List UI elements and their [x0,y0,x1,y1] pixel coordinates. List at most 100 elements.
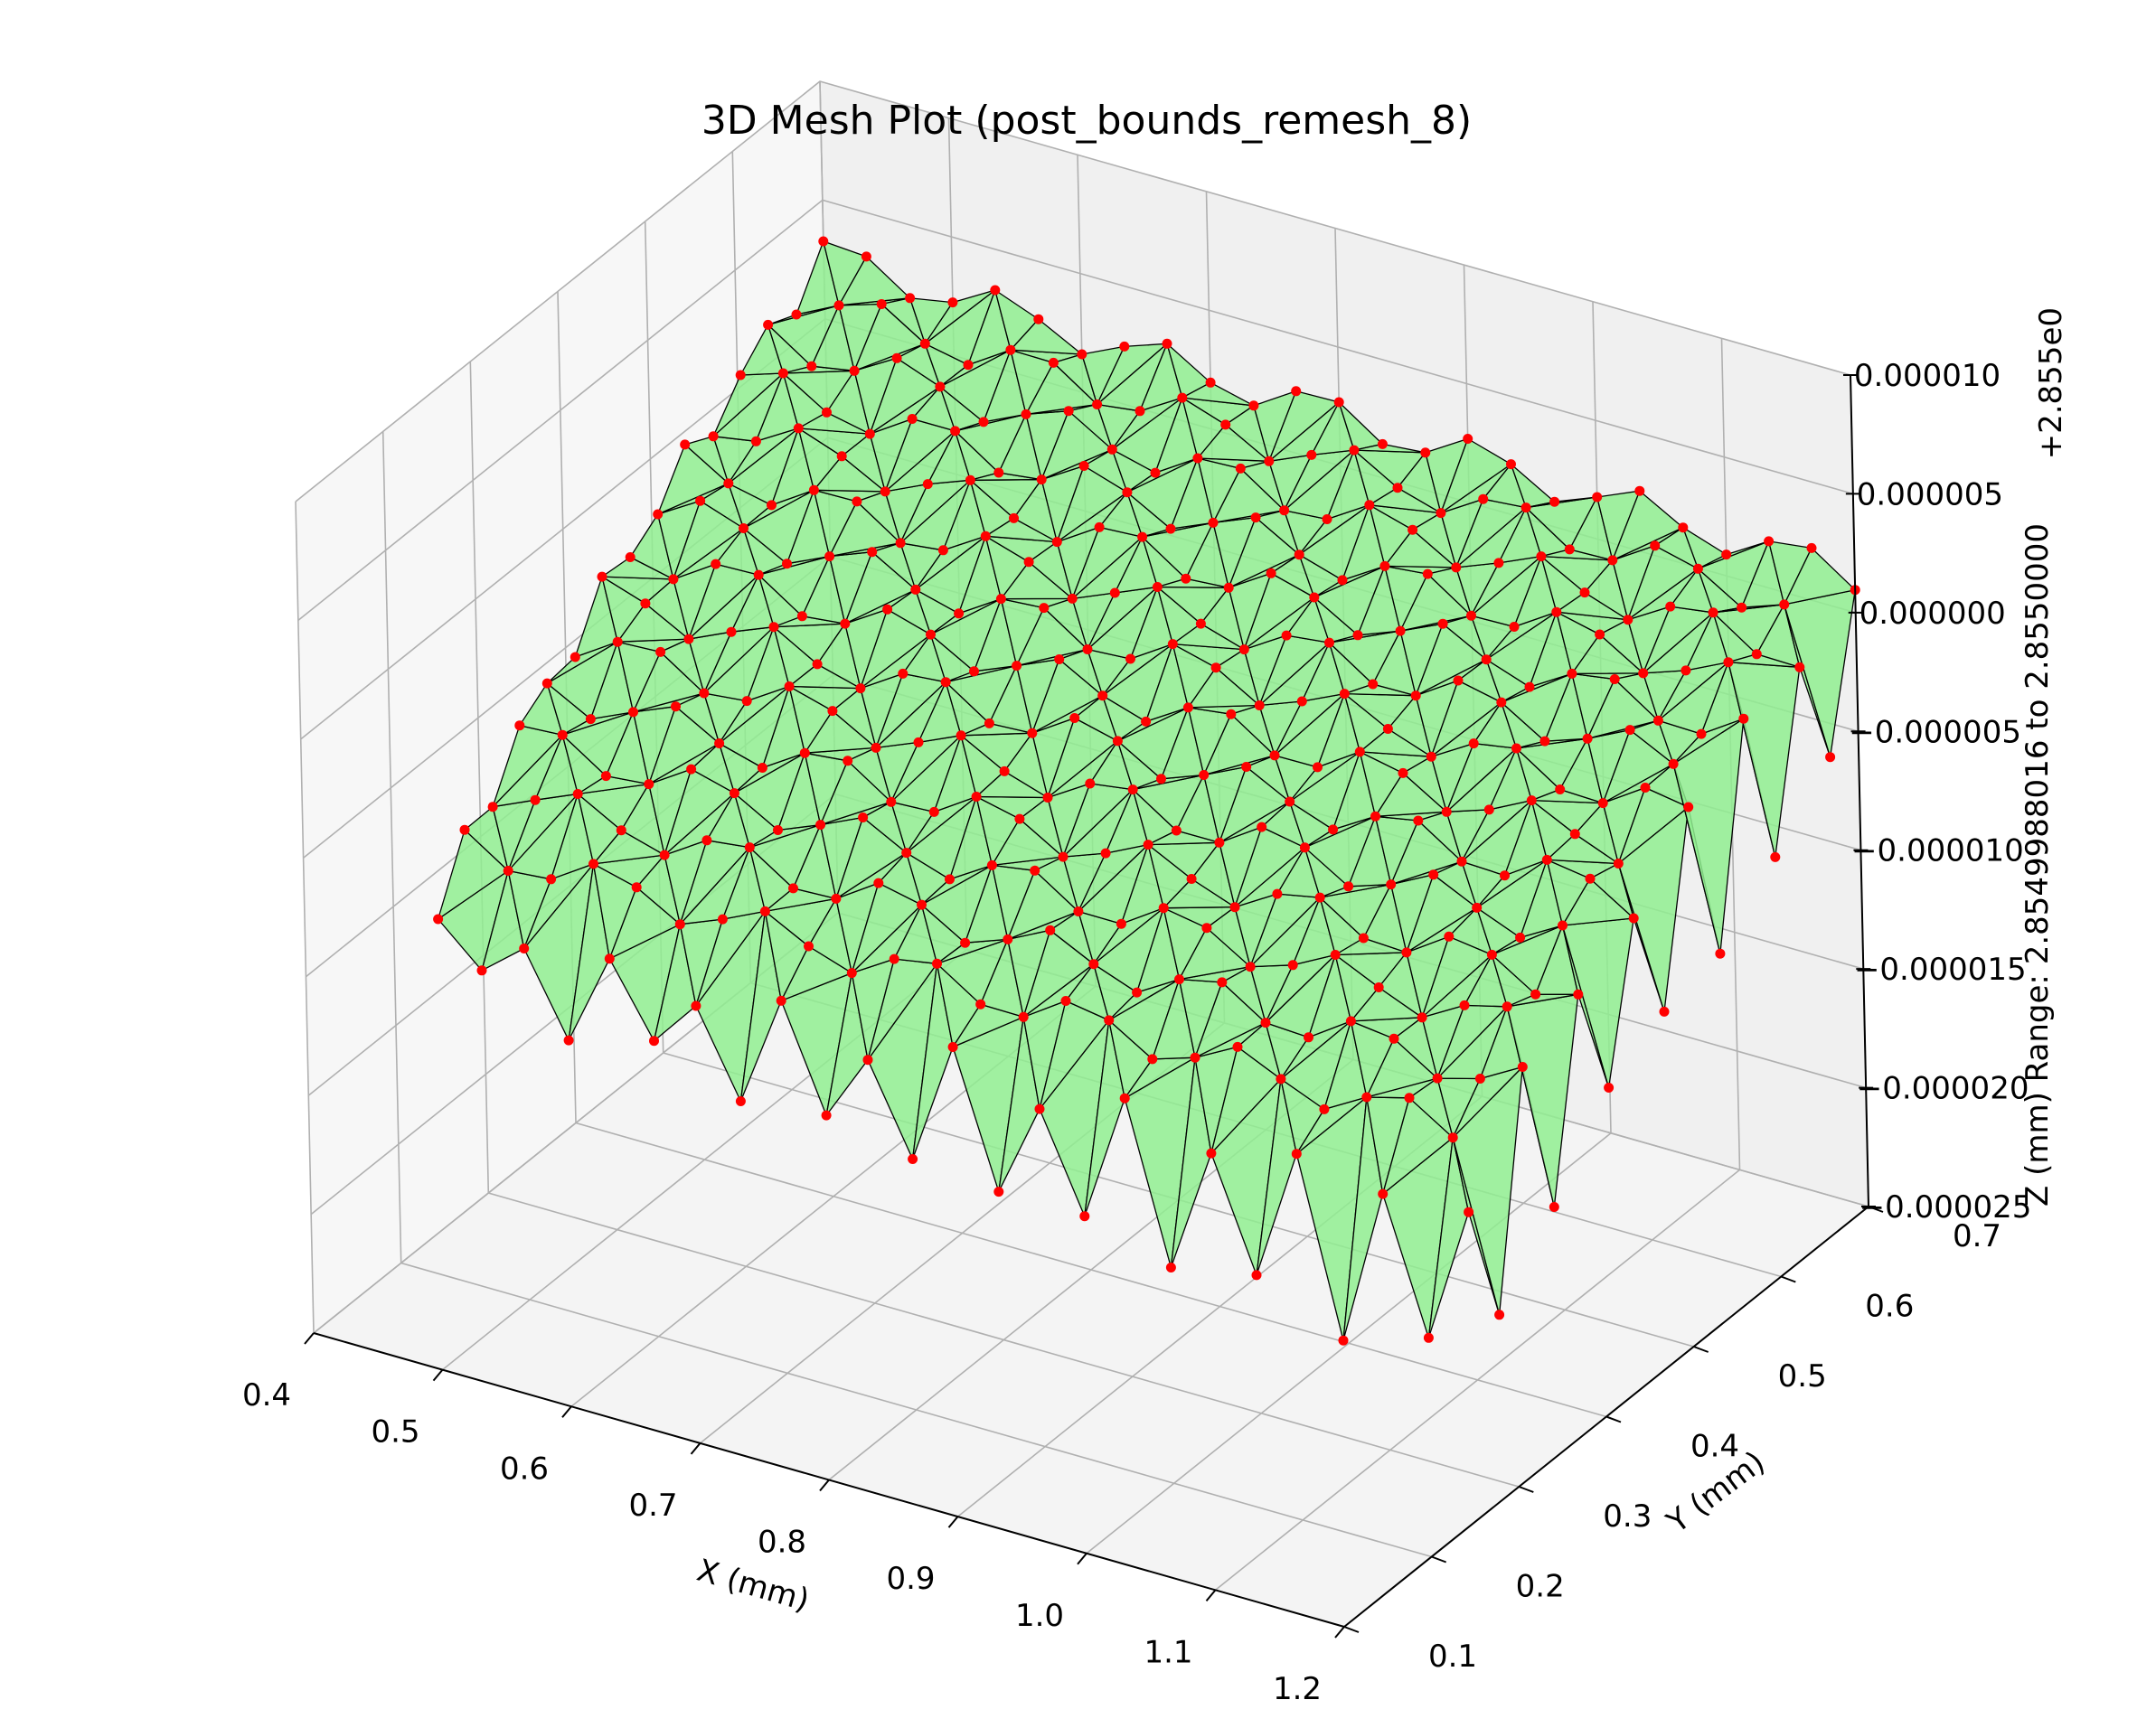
mesh-vertex [1005,344,1016,355]
mesh-vertex [708,431,719,442]
mesh-vertex [1254,700,1265,710]
mesh-vertex [1382,724,1393,734]
mesh-vertex [969,666,979,677]
mesh-vertex [1033,314,1044,324]
mesh-vertex [1077,349,1087,360]
mesh-vertex [612,636,623,647]
mesh-vertex [799,747,810,758]
tick-labels: 0.4 0.5 0.6 0.7 0.8 0.9 1.0 1.1 1.2 0.1 0.2 0.3 0.4 0… [242,358,2031,1707]
mesh-vertex [1067,593,1078,604]
mesh-vertex [808,484,819,495]
mesh-vertex [1417,1012,1427,1023]
mesh-vertex [1100,848,1111,859]
mesh-vertex [1624,725,1635,736]
x-tick-mark [561,1405,572,1418]
mesh-vertex [1423,1332,1434,1343]
mesh-vertex [901,848,912,859]
chart-title: 3D Mesh Plot (post_bounds_remesh_8) [701,98,1472,144]
mesh-vertex [741,696,752,707]
y-tick-mark [1343,1626,1360,1633]
mesh-vertex [1132,987,1143,998]
mesh-face [1096,343,1168,406]
mesh-vertex [1422,568,1433,579]
mesh-vertex [1549,496,1560,507]
mesh-vertex [1564,544,1575,555]
mesh-vertex [1764,536,1775,547]
mesh-vertex [1339,689,1350,700]
x-tick-mark [1077,1553,1087,1565]
z-tick-label: −0.000025 [1859,1189,2032,1226]
mesh-vertex [763,319,774,330]
mesh-vertex [1012,661,1022,671]
mesh-vertex [519,944,530,953]
mesh-vertices [433,236,1860,1346]
mesh-vertex [855,683,866,694]
mesh-vertex [1551,606,1562,617]
mesh-vertex [655,646,666,657]
mesh-vertex [1751,649,1762,660]
mesh-vertex [1349,445,1360,455]
mesh-vertex [907,414,918,424]
mesh-vertex [1127,784,1138,795]
mesh-vertex [986,859,997,870]
x-tick-label: 0.7 [628,1488,677,1524]
mesh-vertex [806,361,817,371]
mesh-vertex [1453,675,1464,686]
mesh-vertex [1466,610,1476,621]
mesh-vertex [1506,459,1516,470]
mesh-vertex [1291,386,1302,397]
mesh-vertex [928,806,939,817]
mesh-vertex [908,1154,918,1164]
mesh-face [838,256,911,306]
mesh-vertex [1352,630,1363,641]
mesh-vertex [1167,639,1178,650]
mesh-vertex [1269,750,1280,761]
mesh-vertex [1112,736,1123,747]
z-grid-line [295,80,1851,502]
x-tick-label: 1.0 [1015,1598,1064,1634]
mesh-vertex [963,360,974,371]
mesh-vertex [695,495,706,506]
mesh-vertex [1109,587,1120,598]
mesh-vertex [625,552,636,562]
mesh-vertex [1737,602,1747,613]
mesh-vertex [784,681,795,691]
mesh-vertex [1034,1103,1045,1114]
mesh-vertex [1536,551,1547,562]
mesh-vertex [1640,783,1651,793]
mesh-vertex [1229,902,1240,913]
mesh-vertex [1408,524,1418,535]
mesh-vertex [1502,1001,1512,1012]
mesh-vertex [1208,517,1219,528]
mesh-vertex [649,1036,659,1047]
mesh-vertex [1573,989,1584,1000]
mesh-vertex [1156,774,1166,784]
mesh-vertex [965,474,975,485]
mesh-vertex [1345,1016,1356,1027]
mesh-vertex [514,720,525,731]
mesh-surface [437,240,1856,1341]
mesh-vertex [1364,500,1375,511]
mesh-vertex [600,771,611,782]
mesh-vertex [1472,902,1483,913]
mesh-vertex [459,824,470,835]
mesh-vertex [1447,1132,1458,1143]
mesh-vertex [917,899,927,910]
mesh-vertex [1141,716,1152,727]
mesh-vertex [653,509,664,520]
mesh-vertex [1021,409,1031,419]
mesh-vertex [833,300,844,311]
mesh-vertex [1517,1062,1528,1072]
mesh-vertex [1708,607,1718,618]
mesh-vertex [1206,1148,1217,1159]
mesh-vertex [1456,856,1467,867]
mesh-vertex [546,874,557,885]
mesh-vertex [1097,690,1108,701]
mesh-vertex [1539,736,1550,747]
mesh-vertex [822,407,832,418]
mesh-vertex [1165,523,1176,534]
mesh-vertex [1404,1093,1415,1103]
mesh-vertex [1520,502,1531,513]
mesh-vertex [1299,842,1310,853]
